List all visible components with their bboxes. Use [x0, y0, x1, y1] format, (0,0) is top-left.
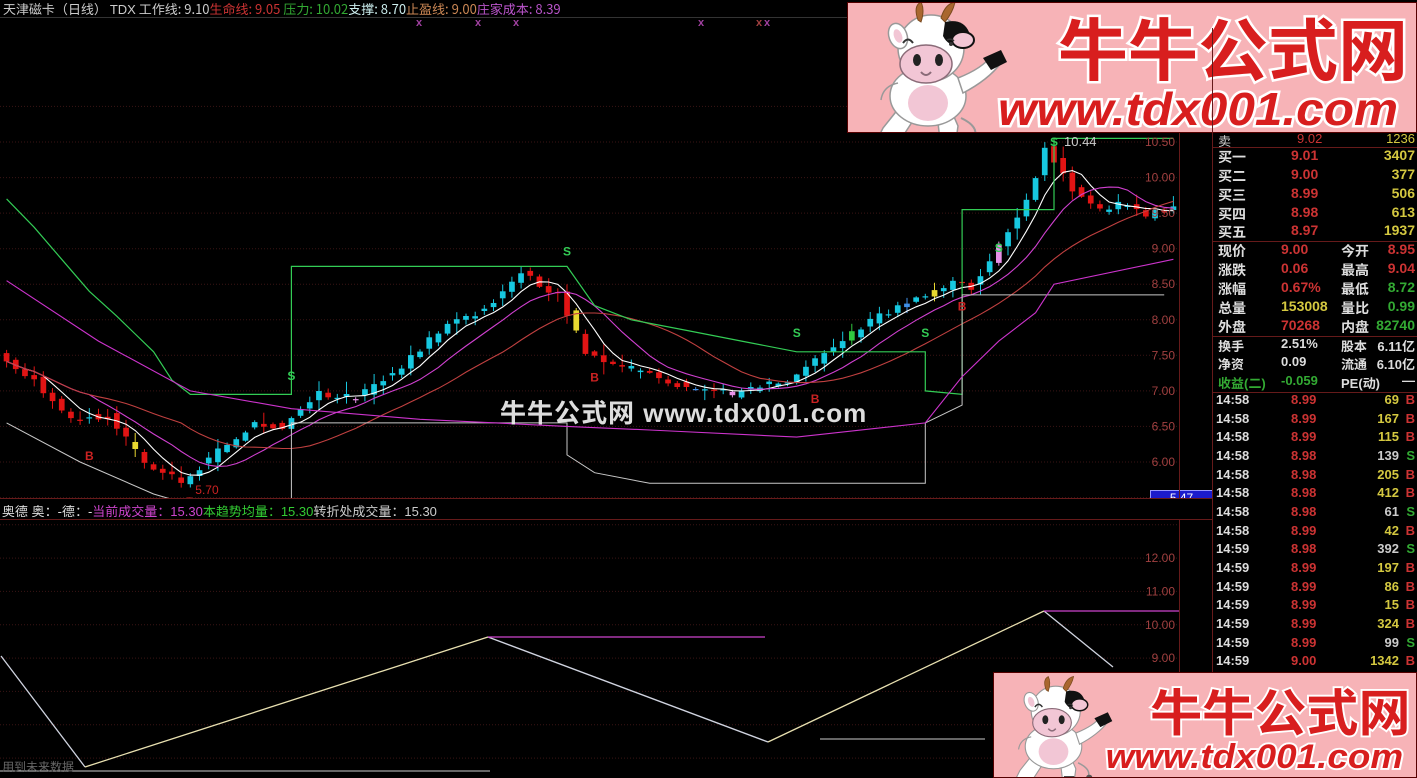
svg-text:12.00: 12.00 [1145, 551, 1175, 565]
svg-text:9.50: 9.50 [1152, 206, 1176, 220]
svg-text:9.00: 9.00 [1152, 651, 1176, 665]
svg-text:S: S [995, 241, 1003, 255]
svg-text:11.00: 11.00 [1146, 584, 1175, 598]
svg-text:S: S [921, 326, 929, 340]
svg-text:S: S [1050, 135, 1058, 149]
svg-text:5.70: 5.70 [195, 483, 219, 497]
svg-text:7.50: 7.50 [1152, 348, 1176, 362]
svg-text:6.00: 6.00 [1152, 455, 1176, 469]
svg-text:S: S [793, 326, 801, 340]
svg-text:牛牛公式网: 牛牛公式网 [1058, 14, 1408, 90]
svg-text:S: S [287, 369, 295, 383]
svg-text:www.tdx001.com: www.tdx001.com [1106, 738, 1404, 776]
svg-text:牛牛公式网: 牛牛公式网 [1150, 685, 1410, 742]
svg-text:8.00: 8.00 [1152, 313, 1176, 327]
svg-text:B: B [958, 299, 967, 313]
svg-text:B: B [85, 449, 94, 463]
svg-text:6.50: 6.50 [1152, 419, 1176, 433]
svg-text:10.00: 10.00 [1145, 171, 1175, 185]
svg-text:10.44: 10.44 [1064, 134, 1097, 149]
svg-text:S: S [563, 244, 571, 258]
svg-text:B: B [590, 371, 599, 385]
svg-text:10.50: 10.50 [1145, 135, 1175, 149]
svg-text:8.50: 8.50 [1152, 277, 1176, 291]
svg-text:www.tdx001.com: www.tdx001.com [998, 83, 1398, 133]
svg-text:7.00: 7.00 [1152, 384, 1176, 398]
svg-text:9.00: 9.00 [1152, 242, 1176, 256]
svg-text:10.00: 10.00 [1145, 618, 1175, 632]
